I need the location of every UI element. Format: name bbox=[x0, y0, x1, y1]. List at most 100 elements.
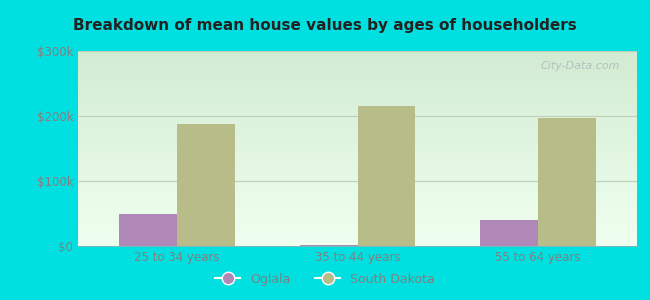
Bar bbox=[78, 92, 637, 93]
Bar bbox=[78, 114, 637, 115]
Bar bbox=[78, 238, 637, 239]
Bar bbox=[78, 172, 637, 173]
Bar bbox=[78, 230, 637, 231]
Bar bbox=[78, 223, 637, 224]
Bar bbox=[78, 120, 637, 121]
Bar bbox=[78, 235, 637, 236]
Bar bbox=[78, 233, 637, 234]
Bar bbox=[78, 205, 637, 206]
Bar bbox=[78, 177, 637, 178]
Bar bbox=[78, 121, 637, 122]
Bar bbox=[78, 129, 637, 130]
Bar bbox=[78, 198, 637, 199]
Bar bbox=[78, 91, 637, 92]
Bar bbox=[78, 87, 637, 88]
Bar bbox=[78, 125, 637, 126]
Bar bbox=[78, 239, 637, 240]
Bar bbox=[78, 74, 637, 75]
Bar bbox=[78, 154, 637, 155]
Bar bbox=[78, 95, 637, 96]
Bar bbox=[78, 112, 637, 113]
Bar bbox=[78, 86, 637, 87]
Bar bbox=[78, 219, 637, 220]
Bar bbox=[78, 194, 637, 195]
Bar bbox=[78, 207, 637, 208]
Bar bbox=[78, 54, 637, 55]
Bar bbox=[78, 119, 637, 120]
Bar bbox=[78, 128, 637, 129]
Bar bbox=[78, 64, 637, 66]
Bar bbox=[78, 210, 637, 211]
Bar bbox=[78, 227, 637, 229]
Bar bbox=[78, 201, 637, 202]
Bar bbox=[78, 200, 637, 201]
Bar bbox=[78, 117, 637, 118]
Bar bbox=[78, 161, 637, 162]
Bar bbox=[78, 77, 637, 78]
Bar bbox=[78, 56, 637, 57]
Bar bbox=[78, 178, 637, 179]
Bar bbox=[78, 234, 637, 235]
Bar bbox=[78, 109, 637, 110]
Bar bbox=[78, 88, 637, 89]
Bar bbox=[78, 126, 637, 127]
Bar bbox=[78, 179, 637, 180]
Bar bbox=[78, 96, 637, 97]
Bar bbox=[78, 99, 637, 100]
Bar bbox=[78, 208, 637, 209]
Bar bbox=[78, 63, 637, 64]
Bar bbox=[78, 232, 637, 233]
Bar bbox=[78, 243, 637, 244]
Bar bbox=[78, 191, 637, 192]
Bar bbox=[78, 136, 637, 137]
Bar bbox=[78, 215, 637, 216]
Bar bbox=[78, 122, 637, 123]
Bar bbox=[78, 94, 637, 95]
Bar bbox=[78, 170, 637, 171]
Bar bbox=[78, 134, 637, 135]
Bar bbox=[78, 217, 637, 218]
Bar bbox=[78, 197, 637, 198]
Bar bbox=[78, 83, 637, 84]
Bar bbox=[78, 100, 637, 101]
Bar bbox=[78, 183, 637, 184]
Bar bbox=[78, 70, 637, 71]
Text: Breakdown of mean house values by ages of householders: Breakdown of mean house values by ages o… bbox=[73, 18, 577, 33]
Bar bbox=[78, 84, 637, 85]
Bar bbox=[78, 214, 637, 215]
Bar bbox=[78, 127, 637, 128]
Bar bbox=[78, 138, 637, 139]
Bar bbox=[78, 85, 637, 86]
Bar bbox=[78, 57, 637, 58]
Bar bbox=[78, 72, 637, 74]
Bar bbox=[78, 58, 637, 59]
Bar bbox=[78, 80, 637, 81]
Bar bbox=[78, 115, 637, 116]
Bar bbox=[78, 185, 637, 187]
Bar bbox=[78, 75, 637, 76]
Bar bbox=[78, 81, 637, 82]
Bar bbox=[78, 216, 637, 217]
Bar bbox=[78, 226, 637, 227]
Bar bbox=[78, 141, 637, 142]
Bar bbox=[78, 159, 637, 160]
Bar bbox=[78, 97, 637, 98]
Bar bbox=[78, 144, 637, 145]
Bar bbox=[78, 196, 637, 197]
Bar bbox=[78, 71, 637, 72]
Bar bbox=[78, 184, 637, 185]
Bar bbox=[78, 105, 637, 106]
Bar bbox=[120, 214, 177, 246]
Bar bbox=[78, 222, 637, 223]
Bar bbox=[78, 78, 637, 79]
Bar bbox=[78, 168, 637, 169]
Bar bbox=[78, 212, 637, 213]
Bar bbox=[78, 193, 637, 194]
Bar bbox=[78, 218, 637, 219]
Bar bbox=[78, 67, 637, 68]
Bar bbox=[78, 175, 637, 176]
Bar bbox=[78, 192, 637, 193]
Bar bbox=[78, 240, 637, 241]
Bar bbox=[78, 139, 637, 140]
Bar bbox=[78, 130, 637, 131]
